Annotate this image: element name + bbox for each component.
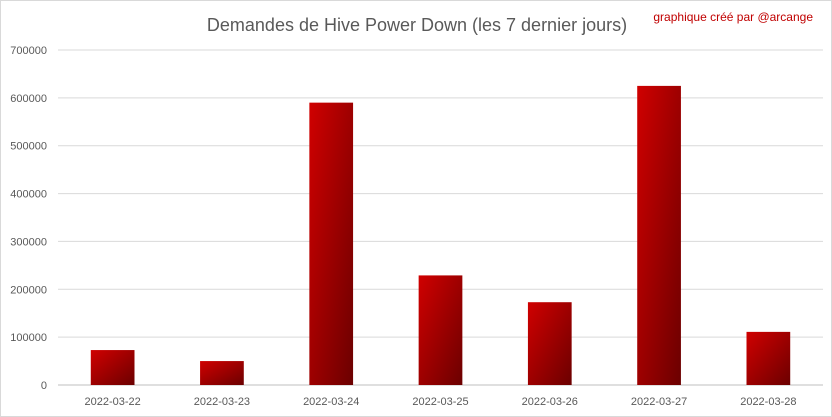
bar-2022-03-25 — [418, 275, 463, 385]
y-tick-label: 300000 — [10, 236, 47, 248]
y-tick-label: 500000 — [10, 141, 47, 153]
y-tick-label: 0 — [41, 380, 47, 392]
x-tick-label: 2022-03-28 — [740, 396, 796, 408]
y-tick-label: 200000 — [10, 284, 47, 296]
bar-2022-03-27 — [637, 85, 681, 386]
y-tick-label: 600000 — [10, 93, 47, 105]
y-tick-label: 700000 — [10, 45, 47, 57]
x-tick-label: 2022-03-26 — [522, 396, 578, 408]
grid-layer: 0 100000 200000 300000 400000 500000 600000 700… — [10, 45, 823, 392]
bar-layer — [90, 85, 791, 386]
x-tick-label: 2022-03-23 — [194, 396, 250, 408]
x-tick-label: 2022-03-27 — [631, 396, 687, 408]
bar-2022-03-28 — [746, 331, 791, 385]
x-tick-label: 2022-03-24 — [303, 396, 359, 408]
chart-credit: graphique créé par @arcange — [653, 10, 813, 24]
y-tick-label: 100000 — [10, 332, 47, 344]
chart-title: Demandes de Hive Power Down (les 7 derni… — [207, 15, 627, 35]
bar-2022-03-26 — [527, 302, 572, 385]
x-tick-label: 2022-03-22 — [85, 396, 141, 408]
x-tick-label: 2022-03-25 — [412, 396, 468, 408]
x-axis-labels: 2022-03-22 2022-03-23 2022-03-24 2022-03-25… — [85, 396, 797, 408]
bar-2022-03-22 — [90, 350, 135, 385]
bar-2022-03-24 — [309, 102, 354, 386]
y-tick-label: 400000 — [10, 189, 47, 201]
bar-2022-03-23 — [200, 361, 244, 385]
